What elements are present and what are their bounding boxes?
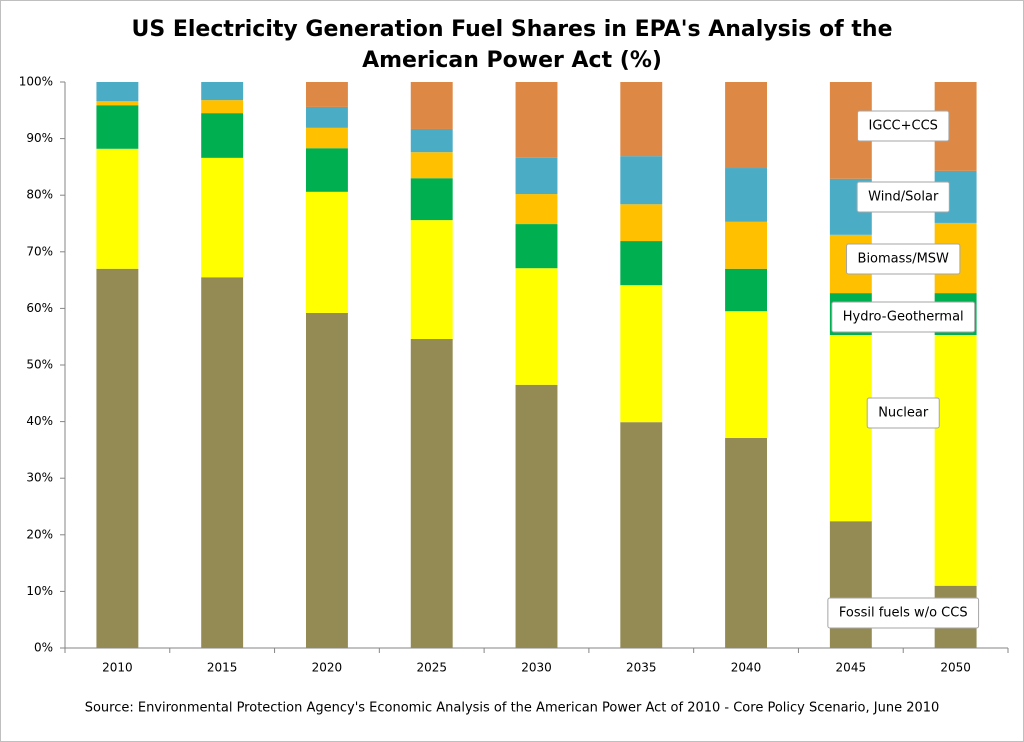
bar-segment [620, 82, 663, 157]
bar-segment [96, 101, 139, 106]
y-tick-label: 0% [34, 641, 53, 655]
bar-segment [515, 268, 558, 385]
bar-segment [305, 312, 348, 648]
bar-segment [725, 311, 768, 439]
bar-segment [201, 113, 244, 158]
bar-segment [829, 521, 872, 648]
y-tick-label: 20% [26, 527, 53, 541]
x-tick-label: 2010 [102, 661, 133, 675]
y-tick-label: 100% [19, 75, 53, 89]
x-tick-label: 2045 [836, 661, 867, 675]
bar-segment [515, 384, 558, 648]
bar-segment [725, 168, 768, 222]
bar-segment [410, 152, 453, 179]
y-tick-label: 30% [26, 471, 53, 485]
legend-box [866, 397, 940, 429]
bar-segment [725, 221, 768, 269]
bar-segment [725, 438, 768, 648]
bar-segment [96, 268, 139, 648]
legend-box [827, 597, 980, 629]
bar-segment [410, 338, 453, 648]
bar-segment [305, 82, 348, 107]
bar-segment [410, 178, 453, 221]
bar-segment [515, 224, 558, 269]
bar-segment [201, 82, 244, 101]
source-note: Source: Environmental Protection Agency'… [85, 701, 940, 716]
bar-segment [410, 128, 453, 153]
bar-segment [96, 82, 139, 102]
bar-segment [515, 157, 558, 195]
y-tick-label: 70% [26, 244, 53, 258]
bar-segment [515, 82, 558, 158]
bar-segment [96, 148, 139, 269]
y-tick-label: 80% [26, 188, 53, 202]
bar-segment [201, 277, 244, 648]
legend-box [856, 181, 950, 213]
bar-segment [96, 105, 139, 149]
bar-segment [725, 268, 768, 312]
y-tick-label: 60% [26, 301, 53, 315]
bar-segment [305, 106, 348, 128]
legend-box [846, 243, 961, 275]
legend-label: Nuclear [878, 406, 929, 421]
y-tick-label: 10% [26, 584, 53, 598]
bar-segment [620, 204, 663, 242]
bar-segment [829, 335, 872, 522]
bar-segment [515, 194, 558, 225]
bar-segment [305, 191, 348, 313]
x-tick-label: 2020 [312, 661, 343, 675]
x-tick-label: 2050 [940, 661, 971, 675]
y-tick-label: 50% [26, 358, 53, 372]
chart-title: US Electricity Generation Fuel Shares in… [131, 17, 893, 73]
bar-segment [305, 127, 348, 149]
bar-segment [620, 422, 663, 648]
x-tick-label: 2025 [416, 661, 447, 675]
bar-segment [201, 100, 244, 114]
bar-segment [305, 148, 348, 192]
legend-label: Fossil fuels w/o CCS [839, 606, 968, 621]
x-tick-label: 2015 [207, 661, 238, 675]
x-tick-label: 2030 [521, 661, 552, 675]
bar-segment [934, 335, 977, 586]
legend-label: Biomass/MSW [858, 252, 950, 267]
x-tick-label: 2035 [626, 661, 657, 675]
bar-segment [410, 82, 453, 129]
bar-segment [620, 241, 663, 286]
bar-segment [620, 285, 663, 423]
legend-box [831, 301, 976, 333]
legend-label: Wind/Solar [868, 190, 939, 205]
legend-box [857, 110, 950, 142]
y-tick-label: 90% [26, 131, 53, 145]
x-tick-label: 2040 [731, 661, 762, 675]
y-tick-label: 40% [26, 414, 53, 428]
bar-segment [725, 82, 768, 169]
legend-label: IGCC+CCS [869, 119, 938, 134]
bar-segment [620, 156, 663, 205]
bar-segment [201, 157, 244, 278]
bar-segment [410, 220, 453, 339]
legend-label: Hydro-Geothermal [843, 310, 964, 325]
